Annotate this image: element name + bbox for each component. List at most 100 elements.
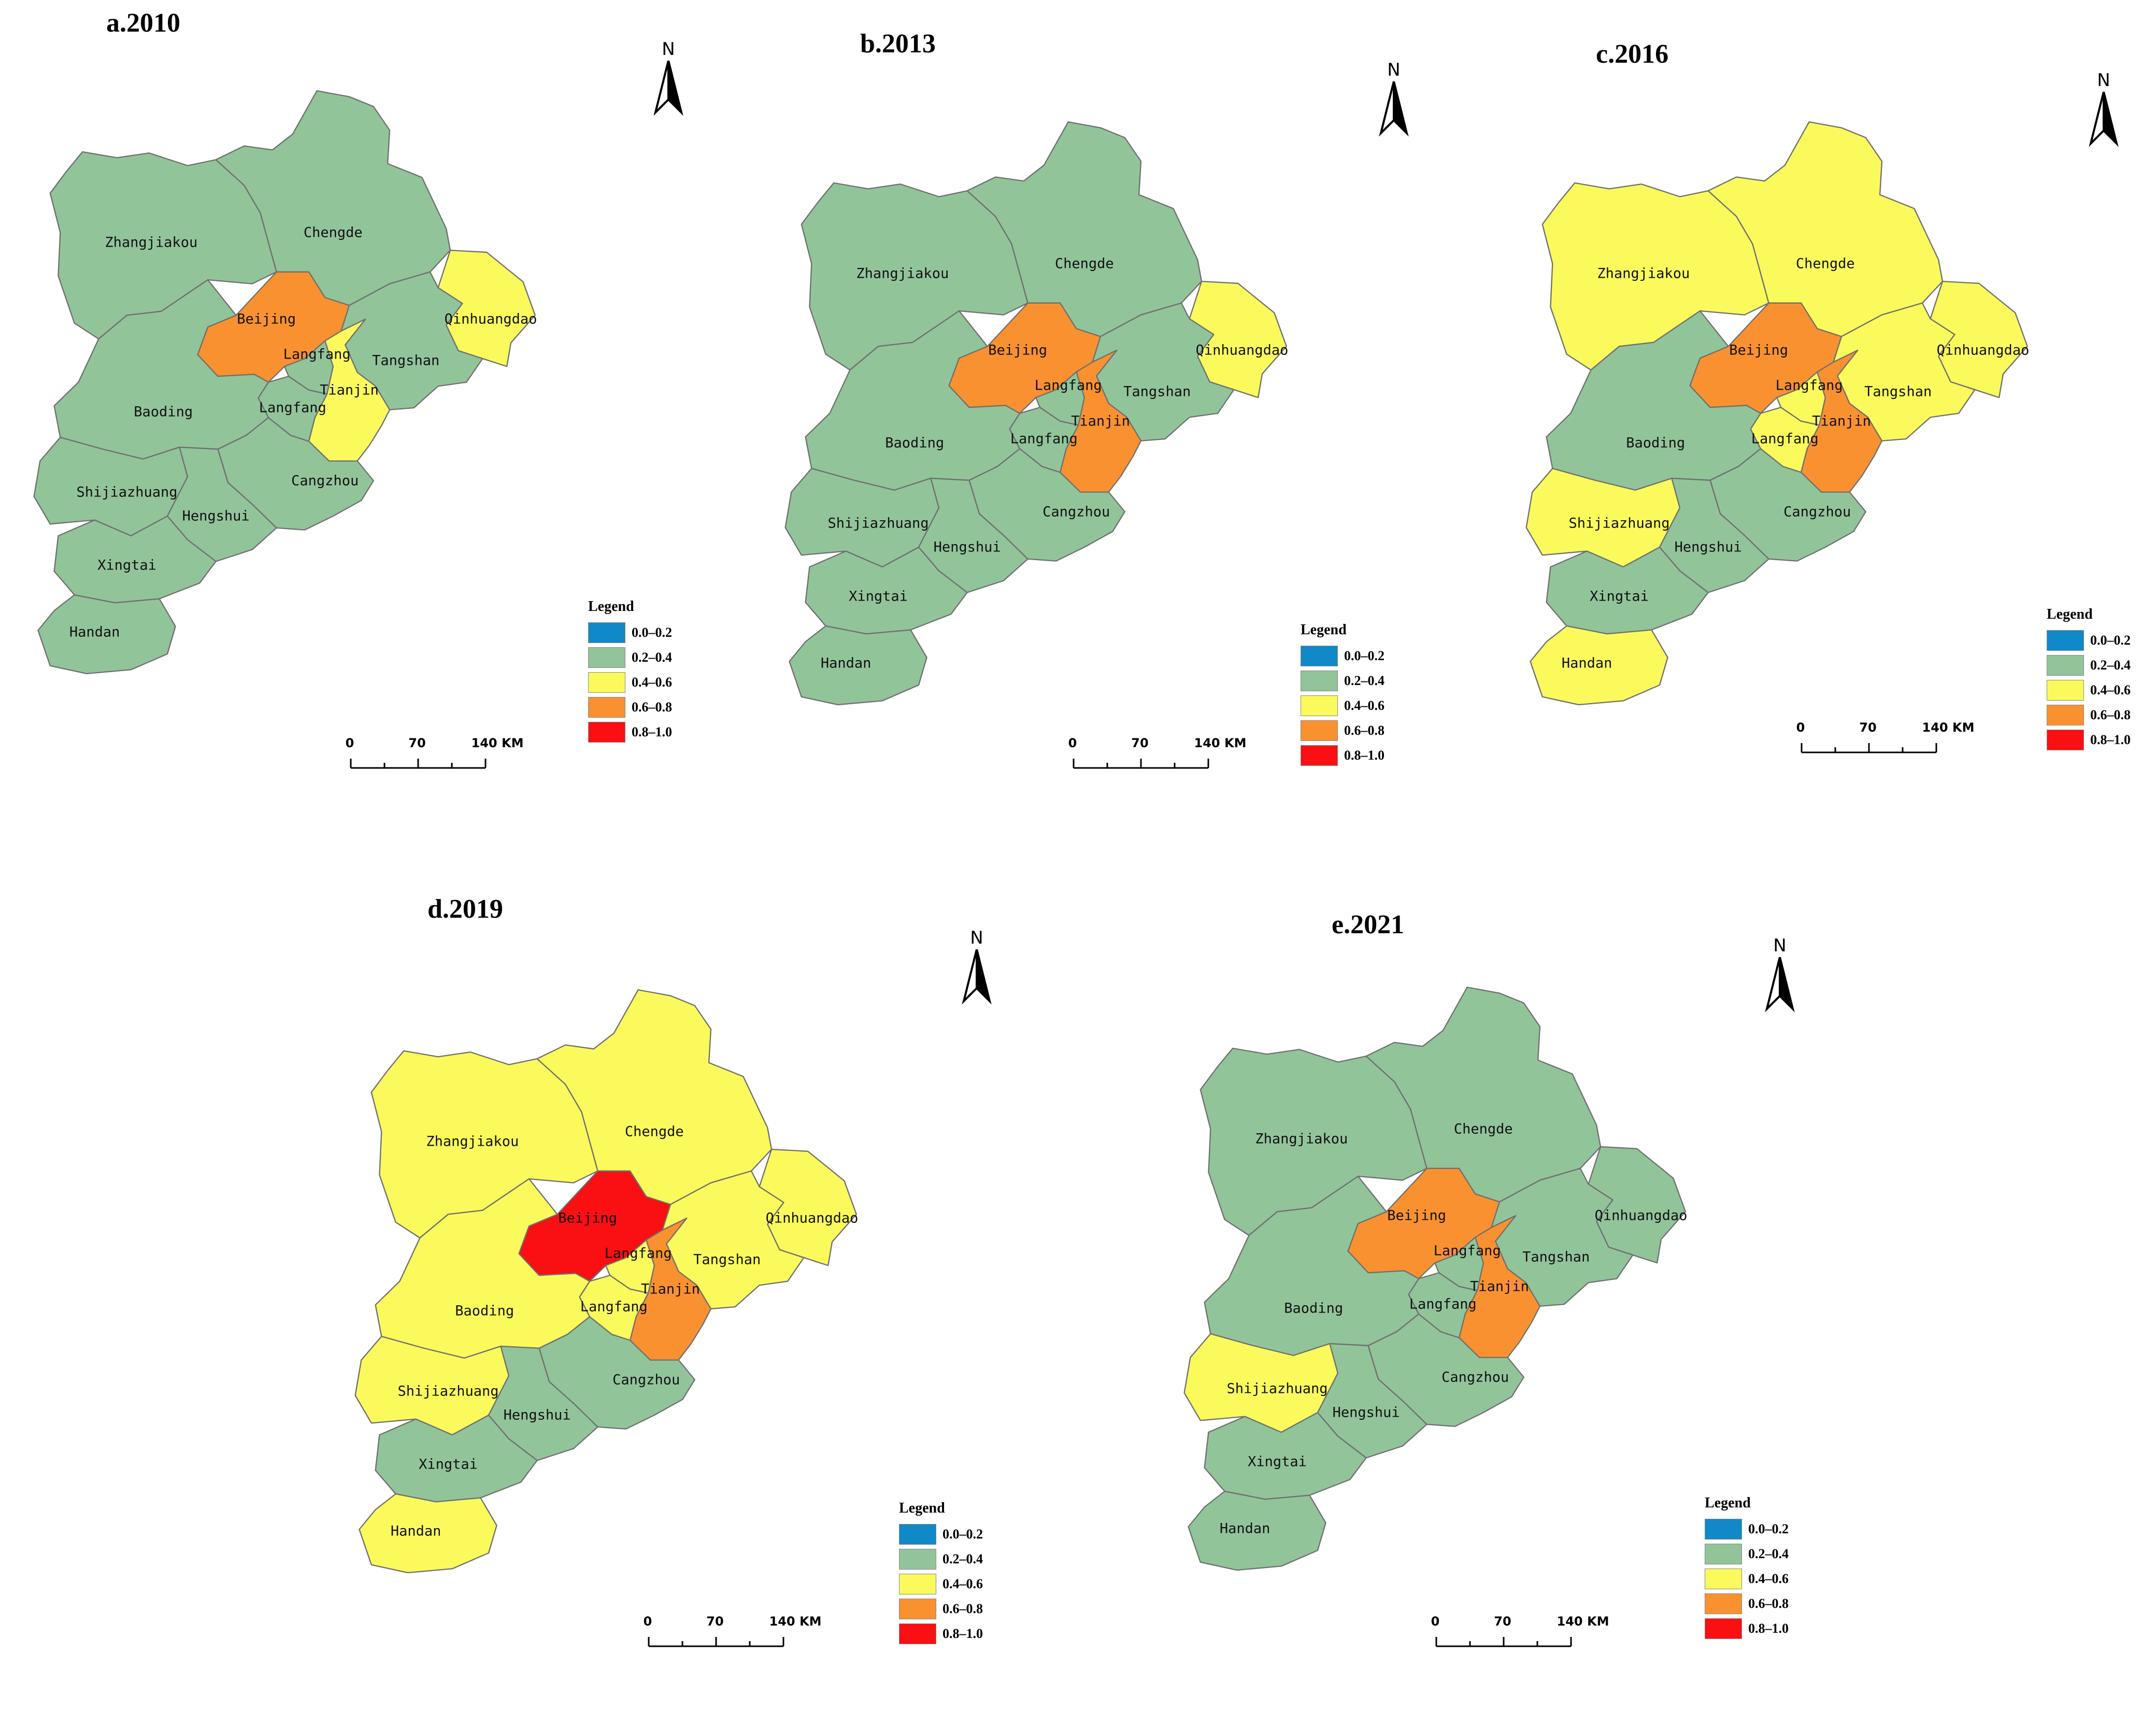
legend-label: 0.4–0.6: [1748, 1571, 1789, 1586]
scale-label: 140 KM: [1557, 1614, 1609, 1629]
legend-swatch: [588, 697, 625, 718]
legend-title: Legend: [899, 1500, 945, 1516]
city-label: Zhangjiakou: [426, 1133, 519, 1150]
region-hengshui: [488, 1345, 598, 1461]
city-label: Beijing: [558, 1210, 617, 1227]
city-label: Tangshan: [693, 1251, 761, 1268]
legend-item: 0.2–0.4: [1301, 668, 1425, 693]
legend-item: 0.0–0.2: [2047, 628, 2156, 653]
legend-label: 0.6–0.8: [632, 700, 672, 715]
city-label: Hengshui: [933, 539, 1001, 555]
legend-swatch: [1301, 646, 1338, 666]
legend-item: 0.2–0.4: [2047, 653, 2156, 678]
city-label: Xingtai: [1590, 588, 1649, 605]
legend-swatch: [1705, 1544, 1742, 1564]
legend-label: 0.2–0.4: [2090, 658, 2131, 673]
north-arrow-icon: N: [959, 928, 995, 1005]
region-tangshan: [340, 271, 483, 410]
legend-item: 0.0–0.2: [1301, 644, 1425, 668]
city-label: Handan: [390, 1523, 441, 1540]
legend-item: 0.2–0.4: [899, 1547, 1023, 1572]
legend-item: 0.6–0.8: [1705, 1591, 1829, 1616]
legend-label: 0.8–1.0: [2090, 732, 2131, 747]
legend-item: 0.8–1.0: [899, 1621, 1023, 1646]
legend-title: Legend: [588, 598, 634, 615]
north-arrow-icon: N: [650, 39, 687, 117]
city-label: Chengde: [1795, 255, 1855, 272]
city-label: Cangzhou: [1441, 1369, 1509, 1386]
scale-bar-line: [350, 759, 487, 769]
city-label: Hengshui: [503, 1407, 571, 1423]
region-handan: [789, 625, 927, 706]
legend-item: 0.4–0.6: [1705, 1566, 1829, 1591]
choropleth-map: [354, 989, 857, 1574]
legend-label: 0.0–0.2: [1748, 1521, 1789, 1536]
city-label: Cangzhou: [612, 1372, 680, 1388]
region-handan: [1188, 1490, 1326, 1571]
legend-label: 0.4–0.6: [2090, 682, 2131, 697]
legend-title: Legend: [1705, 1495, 1751, 1511]
legend-item: 0.6–0.8: [2047, 703, 2156, 728]
legend-label: 0.2–0.4: [632, 650, 672, 665]
city-label: Hengshui: [1332, 1404, 1400, 1421]
city-label: Tianjin: [641, 1281, 700, 1298]
legend: Legend 0.0–0.2 0.2–0.4 0.4–0.6 0.6–0.8 0.8–1.…: [899, 1500, 1023, 1646]
region-hengshui: [1317, 1343, 1427, 1459]
legend-item: 0.0–0.2: [899, 1522, 1023, 1547]
map-panel: d.2019 Zhangjiakou Chengde Beijing Qinhuangd…: [332, 860, 1083, 1689]
scale-label: 0: [1068, 736, 1077, 750]
scale-bar-line: [1073, 759, 1209, 769]
city-label: Langfang: [604, 1245, 672, 1262]
city-label: Baoding: [455, 1303, 515, 1319]
legend-swatch: [1301, 695, 1338, 716]
city-label: Langfang: [1034, 377, 1102, 394]
city-label: Beijing: [1729, 342, 1788, 359]
city-label: Xingtai: [849, 588, 908, 605]
legend-item: 0.2–0.4: [588, 645, 712, 670]
panel-title: a.2010: [106, 8, 180, 38]
city-label: Tianjin: [1470, 1278, 1529, 1295]
scale-bar: 0 70 140 KM: [1796, 720, 1974, 762]
legend: Legend 0.0–0.2 0.2–0.4 0.4–0.6 0.6–0.8 0.8–1.…: [1705, 1495, 1829, 1641]
legend-item: 0.4–0.6: [2047, 678, 2156, 703]
city-label: Handan: [1219, 1520, 1270, 1537]
city-label: Beijing: [988, 342, 1047, 359]
map-panel: b.2013 Zhangjiakou Chengde Beijing Qinhuangd…: [741, 21, 1492, 850]
city-label: Beijing: [1387, 1207, 1446, 1224]
city-label: Shijiazhuang: [1226, 1380, 1328, 1397]
north-arrow-icon: N: [1762, 935, 1798, 1013]
legend-label: 0.6–0.8: [1344, 723, 1384, 738]
north-letter: N: [2097, 70, 2110, 91]
city-label: Chengde: [1453, 1121, 1513, 1137]
legend-swatch: [899, 1549, 936, 1570]
scale-label: 0: [1431, 1614, 1440, 1629]
legend-swatch: [2047, 705, 2084, 725]
legend-swatch: [1705, 1618, 1742, 1639]
legend-item: 0.4–0.6: [588, 670, 712, 695]
city-label: Chengde: [303, 224, 363, 241]
panel-title: e.2021: [1332, 910, 1405, 939]
legend-item: 0.8–1.0: [2047, 728, 2156, 752]
legend-label: 0.2–0.4: [1748, 1546, 1789, 1561]
legend-title: Legend: [1301, 622, 1347, 638]
legend-label: 0.4–0.6: [1344, 698, 1384, 713]
city-label: Qinhuangdao: [1195, 342, 1289, 359]
region-hengshui: [1659, 477, 1769, 593]
scale-bar: 0 70 140 KM: [644, 1614, 821, 1656]
legend-swatch: [1301, 745, 1338, 766]
legend-swatch: [588, 722, 625, 743]
scale-label: 70: [1494, 1614, 1511, 1629]
city-label: Langfang: [259, 400, 326, 416]
scale-label: 70: [1131, 736, 1149, 750]
choropleth-map: [33, 90, 536, 675]
city-label: Qinhuangdao: [444, 311, 537, 327]
panel-title: d.2019: [427, 894, 503, 924]
legend-label: 0.8–1.0: [1748, 1621, 1789, 1636]
scale-label: 70: [1859, 720, 1877, 735]
city-label: Shijiazhuang: [827, 515, 929, 532]
scale-label: 140 KM: [1922, 720, 1975, 735]
panel-title: c.2016: [1596, 39, 1669, 69]
city-label: Baoding: [1284, 1300, 1344, 1317]
legend-swatch: [2047, 655, 2084, 676]
legend-swatch: [588, 647, 625, 668]
